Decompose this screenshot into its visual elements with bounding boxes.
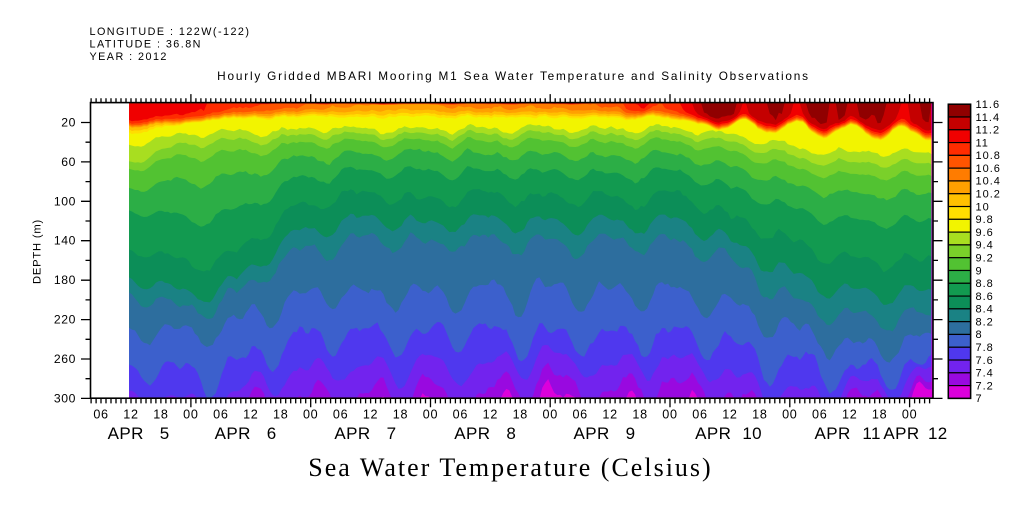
svg-text:5: 5 (160, 424, 170, 443)
svg-text:18: 18 (513, 408, 528, 422)
svg-text:9.6: 9.6 (976, 227, 994, 239)
svg-text:00: 00 (303, 408, 318, 422)
svg-text:00: 00 (782, 408, 797, 422)
svg-text:06: 06 (692, 408, 707, 422)
svg-text:7.6: 7.6 (976, 355, 994, 367)
svg-text:9: 9 (976, 265, 983, 277)
svg-text:YEAR : 2012: YEAR : 2012 (90, 51, 168, 63)
svg-text:10.6: 10.6 (976, 163, 1001, 175)
svg-text:7.2: 7.2 (976, 380, 994, 392)
svg-text:10.2: 10.2 (976, 189, 1001, 201)
svg-text:11.4: 11.4 (976, 112, 1001, 124)
svg-text:APR: APR (883, 424, 919, 443)
svg-text:8.6: 8.6 (976, 291, 994, 303)
svg-text:11: 11 (976, 137, 989, 149)
svg-text:APR: APR (215, 424, 251, 443)
svg-text:6: 6 (267, 424, 277, 443)
svg-text:11: 11 (862, 424, 880, 443)
svg-text:8.4: 8.4 (976, 304, 994, 316)
svg-text:06: 06 (213, 408, 228, 422)
svg-text:APR: APR (334, 424, 370, 443)
svg-text:180: 180 (54, 273, 76, 287)
svg-text:7.8: 7.8 (976, 342, 994, 354)
svg-text:10.4: 10.4 (976, 176, 1001, 188)
svg-text:11.2: 11.2 (976, 125, 1001, 137)
svg-text:12: 12 (928, 424, 948, 443)
svg-text:12: 12 (602, 408, 617, 422)
svg-text:8: 8 (976, 329, 983, 341)
svg-text:9.4: 9.4 (976, 240, 994, 252)
svg-text:10.8: 10.8 (976, 150, 1001, 162)
svg-text:18: 18 (752, 408, 767, 422)
svg-text:Sea Water Temperature (Celsius: Sea Water Temperature (Celsius) (308, 453, 712, 482)
svg-text:7.4: 7.4 (976, 368, 994, 380)
svg-text:60: 60 (61, 155, 76, 169)
svg-text:06: 06 (572, 408, 587, 422)
svg-text:Hourly Gridded MBARI Mooring M: Hourly Gridded MBARI Mooring M1 Sea Wate… (217, 69, 810, 83)
svg-text:9: 9 (626, 424, 636, 443)
svg-text:8.2: 8.2 (976, 316, 994, 328)
svg-text:DEPTH (m): DEPTH (m) (32, 219, 44, 284)
svg-text:12: 12 (243, 408, 258, 422)
svg-text:00: 00 (902, 408, 917, 422)
svg-text:APR: APR (815, 424, 851, 443)
svg-text:LATITUDE : 36.8N: LATITUDE : 36.8N (90, 39, 202, 51)
svg-text:8: 8 (506, 424, 516, 443)
svg-text:00: 00 (662, 408, 677, 422)
svg-text:260: 260 (54, 352, 76, 366)
svg-text:12: 12 (363, 408, 378, 422)
svg-text:10: 10 (742, 424, 762, 443)
svg-text:7: 7 (387, 424, 397, 443)
svg-text:9.2: 9.2 (976, 252, 994, 264)
svg-text:140: 140 (54, 234, 76, 248)
svg-text:APR: APR (574, 424, 610, 443)
svg-text:06: 06 (93, 408, 108, 422)
svg-text:20: 20 (61, 116, 76, 130)
svg-text:18: 18 (632, 408, 647, 422)
svg-text:12: 12 (483, 408, 498, 422)
svg-text:00: 00 (543, 408, 558, 422)
svg-text:7: 7 (976, 393, 983, 405)
svg-text:300: 300 (54, 391, 76, 405)
svg-text:00: 00 (423, 408, 438, 422)
svg-text:18: 18 (872, 408, 887, 422)
svg-text:18: 18 (153, 408, 168, 422)
svg-text:LONGITUDE : 122W(-122): LONGITUDE : 122W(-122) (90, 26, 251, 38)
svg-text:9.8: 9.8 (976, 214, 994, 226)
svg-text:220: 220 (54, 313, 76, 327)
svg-text:06: 06 (453, 408, 468, 422)
svg-text:18: 18 (273, 408, 288, 422)
svg-text:12: 12 (123, 408, 138, 422)
svg-text:12: 12 (842, 408, 857, 422)
svg-text:100: 100 (54, 194, 76, 208)
svg-text:06: 06 (812, 408, 827, 422)
svg-text:APR: APR (695, 424, 731, 443)
svg-text:00: 00 (183, 408, 198, 422)
svg-text:APR: APR (454, 424, 490, 443)
svg-text:18: 18 (393, 408, 408, 422)
svg-text:APR: APR (108, 424, 144, 443)
svg-text:8.8: 8.8 (976, 278, 994, 290)
svg-text:10: 10 (976, 201, 990, 213)
svg-text:06: 06 (333, 408, 348, 422)
svg-text:12: 12 (722, 408, 737, 422)
svg-text:11.6: 11.6 (976, 99, 1001, 111)
